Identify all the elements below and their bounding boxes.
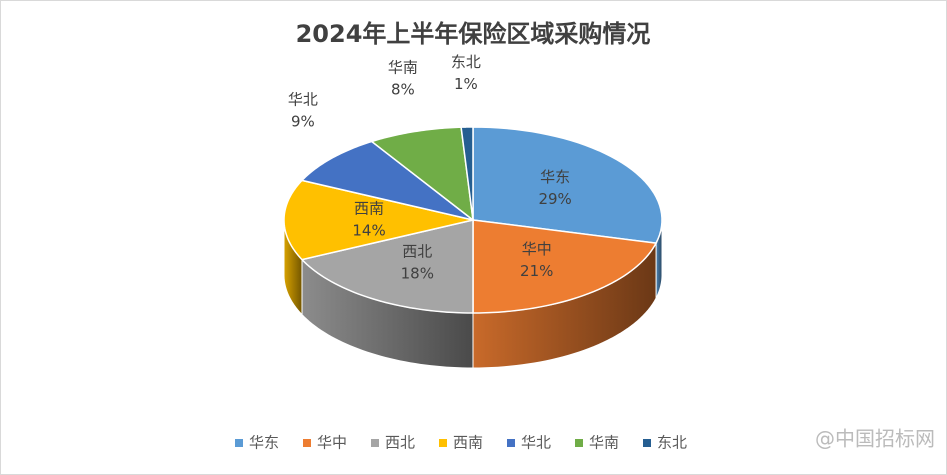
chart-title: 2024年上半年保险区域采购情况 bbox=[296, 20, 651, 48]
data-label: 9% bbox=[291, 113, 315, 131]
data-label-category: 华南 bbox=[388, 58, 418, 76]
legend-label: 华中 bbox=[317, 434, 347, 452]
slice bbox=[300, 140, 474, 221]
legend-swatch bbox=[507, 439, 515, 447]
data-label: 18% bbox=[401, 265, 434, 283]
slice bbox=[370, 126, 474, 222]
legend-label: 华南 bbox=[589, 434, 619, 452]
data-label: 8% bbox=[391, 80, 415, 98]
data-label-category: 华北 bbox=[288, 91, 318, 109]
data-label: 21% bbox=[520, 262, 553, 280]
slice bbox=[283, 179, 474, 261]
legend-label: 西北 bbox=[385, 434, 415, 452]
data-label: 1% bbox=[454, 75, 478, 93]
watermark: @中国招标网 bbox=[815, 427, 935, 451]
data-label-category: 东北 bbox=[451, 53, 481, 71]
legend-swatch bbox=[235, 439, 243, 447]
data-label-category: 华中 bbox=[522, 240, 552, 258]
data-label-category: 华东 bbox=[540, 168, 570, 186]
data-label: 14% bbox=[352, 222, 385, 240]
legend-swatch bbox=[575, 439, 583, 447]
legend-label: 西南 bbox=[453, 434, 483, 452]
data-label-category: 西南 bbox=[354, 200, 384, 218]
slice bbox=[460, 126, 474, 221]
legend-swatch bbox=[643, 439, 651, 447]
data-label-category: 西北 bbox=[402, 243, 432, 261]
slice bbox=[300, 219, 474, 314]
legend-swatch bbox=[371, 439, 379, 447]
legend-label: 华北 bbox=[521, 434, 551, 452]
legend-swatch bbox=[303, 439, 311, 447]
legend-label: 东北 bbox=[657, 434, 687, 452]
slice bbox=[472, 126, 663, 244]
legend-swatch bbox=[439, 439, 447, 447]
legend-label: 华东 bbox=[249, 434, 279, 452]
data-label: 29% bbox=[538, 190, 571, 208]
slice bbox=[472, 219, 658, 314]
